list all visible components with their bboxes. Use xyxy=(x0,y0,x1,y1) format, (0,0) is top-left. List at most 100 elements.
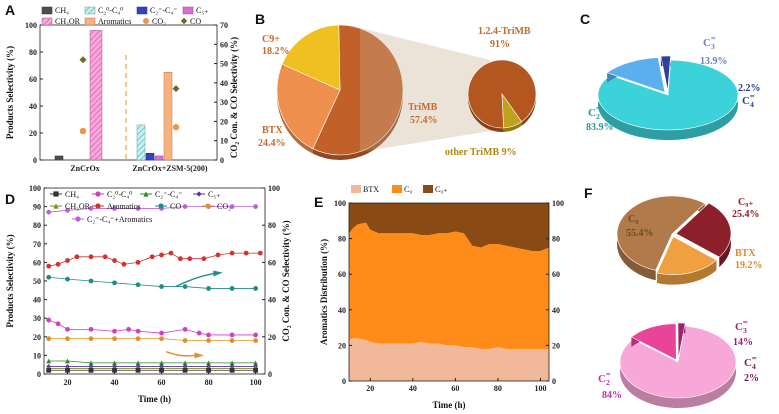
panel-a-legend-label: C₂⁰-C₄⁰ xyxy=(98,6,123,15)
panel-a-bar-Aromatics xyxy=(163,72,173,161)
panel-f-label-c9plus: C₉₊ xyxy=(738,197,754,208)
panel-a-ytick-label: 100 xyxy=(25,21,37,30)
panel-f-pct-c9plus: 25.4% xyxy=(732,209,760,220)
panel-b-label-othertrimb: other TriMB 9% xyxy=(445,147,517,158)
panel-a-bar-C₂⁰-C₄⁰ xyxy=(136,124,146,161)
panel-a-ylabel: Products Selectivity (%) xyxy=(5,46,15,139)
panel-d-point-4 xyxy=(65,336,70,342)
panel-d-point-5 xyxy=(206,360,211,366)
panel-d-point-1 xyxy=(112,258,117,263)
panel-a-label: A xyxy=(5,2,15,18)
panel-d-line-4 xyxy=(48,338,256,341)
panel-e-legend-swatch xyxy=(423,185,433,193)
panel-d-point-4 xyxy=(206,338,211,343)
panel-f-label-c3-sym: C xyxy=(735,321,743,333)
panel-d-ytick-label: 70 xyxy=(33,240,41,249)
panel-d-xtick-label: 20 xyxy=(64,378,72,387)
panel-d-point-5 xyxy=(88,360,94,366)
panel-d-point-2 xyxy=(253,286,258,291)
panel-e-area-C₉₊ xyxy=(349,203,549,252)
panel-d-point-8 xyxy=(112,367,117,373)
panel-d-point-1 xyxy=(102,254,108,260)
panel-d-legend-marker xyxy=(53,203,59,209)
panel-d-point-1 xyxy=(65,258,70,263)
panel-c-label-c4-sup: = xyxy=(750,91,755,101)
panel-f-pct-c2: 84% xyxy=(602,390,622,401)
panel-e-ytick-label: 100 xyxy=(334,199,346,208)
panel-d-point-1 xyxy=(243,250,249,256)
panel-d-point-0 xyxy=(253,204,258,210)
panel-d-point-0 xyxy=(88,206,94,211)
panel-f-pie2-slice-C3= xyxy=(630,323,677,361)
panel-c-pie-slice-C2= xyxy=(597,59,739,131)
panel-d-point-8 xyxy=(229,367,235,373)
panel-d-ytick-label: 10 xyxy=(33,351,41,360)
panel-f-pct-c9: 55.4% xyxy=(626,228,654,239)
panel-f-label-c3-sub: 3 xyxy=(743,326,747,335)
panel-d-legend-label: CH₄ xyxy=(65,190,79,199)
panel-b-label: B xyxy=(255,11,265,27)
panel-a-point-co2 xyxy=(79,127,87,135)
panel-e-xtick-label: 100 xyxy=(534,384,546,393)
panel-d-point-5 xyxy=(182,360,188,366)
panel-b: B C9+18.2% BTX 24.4% TriMB 57.4% 1.2.4-TriMB 91… xyxy=(255,11,537,160)
panel-d-point-5 xyxy=(229,360,235,366)
panel-d-y2tick-label: 0 xyxy=(268,370,272,379)
panel-d-point-1 xyxy=(168,250,174,256)
panel-a-ytick-label: 80 xyxy=(29,48,37,57)
panel-a: A 0 20 40 60 80 100 0 10 20 30 40 50 60 70 Products Sel… xyxy=(5,2,239,173)
panel-a-y2label: CO₂ Con. & CO Selectivity (%) xyxy=(229,37,239,158)
panel-d-arrowhead-co2 xyxy=(194,352,204,359)
panel-e-y2tick-label: 0 xyxy=(552,377,556,386)
panel-d-point-5 xyxy=(112,360,117,366)
panel-d-ytick-label: 90 xyxy=(33,203,41,212)
panel-e-ytick-label: 40 xyxy=(338,306,346,315)
panel-d-point-8 xyxy=(206,367,211,373)
panel-a-category-label: ZnCrOx xyxy=(70,164,99,173)
panel-d-ytick-label: 100 xyxy=(29,184,41,193)
panel-b-pie1-slice-C9+ xyxy=(281,24,341,91)
panel-c-label-c4-sub: 4 xyxy=(750,100,754,109)
panel-a-legend-label: Aromatics xyxy=(98,17,131,26)
panel-d-point-1 xyxy=(215,252,221,258)
panel-d-point-2 xyxy=(88,278,94,284)
panel-e-y2tick-label: 40 xyxy=(552,306,560,315)
panel-d-arrow-co2 xyxy=(165,351,195,357)
panel-d-point-4 xyxy=(253,338,258,343)
panel-d-point-4 xyxy=(182,338,188,343)
panel-d-point-5 xyxy=(253,360,258,366)
panel-d-line-2 xyxy=(48,276,256,289)
panel-a-bar-C₅₊ xyxy=(154,155,164,161)
panel-d-legend-label: C₂⁼-C₄⁼+Aromatics xyxy=(87,215,152,224)
panel-b-label-btx: BTX xyxy=(262,125,283,136)
panel-c-label-c4-sym: C xyxy=(742,95,750,107)
panel-d-legend-marker xyxy=(143,191,149,197)
panel-b-pct-124trimb: 91% xyxy=(490,39,510,50)
panel-b-pct-c9plus: 18.2% xyxy=(262,46,290,57)
panel-b-pie1-slice-BTX xyxy=(276,63,341,150)
panel-d-point-1 xyxy=(88,254,94,260)
panel-d-ylabel: Products Selectivity (%) xyxy=(5,234,15,327)
panel-a-category-label: ZnCrOx+ZSM-5(200) xyxy=(132,164,208,173)
panel-c: CC2=83.9%C3=13.9%2.2%C4= xyxy=(580,11,761,140)
panel-e-y2tick-label: 60 xyxy=(552,270,560,279)
panel-d-ytick-label: 80 xyxy=(33,221,41,230)
panel-d-point-8 xyxy=(65,367,70,373)
panel-f-label-c2-sup: = xyxy=(606,369,611,379)
panel-f-label-c4: C4= xyxy=(744,353,757,371)
panel-b-pie2-side-other TriMB xyxy=(503,121,522,132)
panel-d-point-8 xyxy=(253,367,258,373)
panel-d-point-8 xyxy=(159,367,164,373)
panel-e-xtick-label: 60 xyxy=(451,384,459,393)
panel-e-xlabel: Time (h) xyxy=(432,400,465,410)
panel-d-point-3 xyxy=(126,326,132,332)
panel-d-y2label: CO₂ Con. & CO Selectivity (%) xyxy=(281,220,291,341)
panel-b-pie2-slice-other TriMB xyxy=(501,92,523,129)
panel-d-ytick-label: 40 xyxy=(33,296,41,305)
panel-d-legend-marker xyxy=(53,191,59,197)
panel-e-ytick-label: 60 xyxy=(338,270,346,279)
panel-d-legend-marker xyxy=(196,191,202,197)
panel-b-label-trimb: TriMB xyxy=(408,102,438,113)
panel-f-label-c4-sup: = xyxy=(752,353,757,363)
panel-d-point-4 xyxy=(135,336,141,342)
